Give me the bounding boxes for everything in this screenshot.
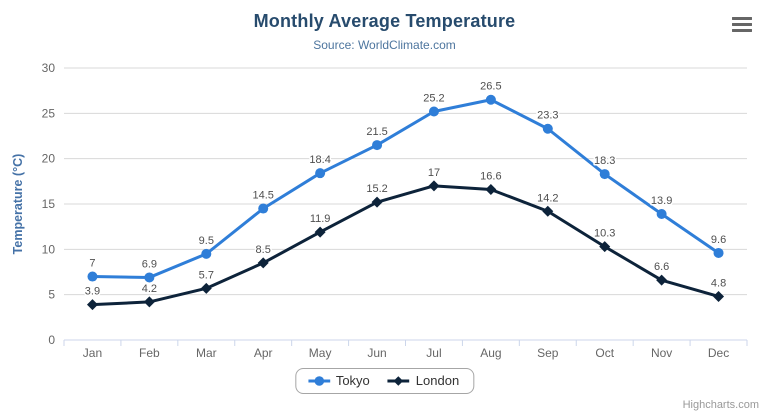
y-axis-tick-label: 25 [42, 106, 56, 120]
marker-diamond-london[interactable] [86, 299, 98, 311]
marker-circle-tokyo[interactable] [372, 140, 383, 151]
series-line-tokyo [90, 98, 721, 279]
x-axis-label: Apr [254, 346, 273, 360]
data-label-tokyo: 25.2 [423, 93, 444, 105]
data-label-london: 3.9 [85, 286, 100, 298]
y-axis-tick-label: 20 [42, 152, 56, 166]
legend-marker-tokyo-icon [307, 375, 330, 386]
series-line-london [90, 184, 721, 307]
data-label-tokyo: 18.4 [309, 154, 330, 166]
legend-label-london: London [415, 373, 460, 388]
data-label-london: 10.3 [594, 228, 615, 240]
data-label-london: 4.8 [711, 277, 726, 289]
data-label-london: 15.2 [366, 183, 387, 195]
marker-diamond-london[interactable] [542, 205, 554, 217]
x-axis-label: Aug [480, 346, 501, 360]
data-label-london: 6.6 [654, 261, 669, 273]
marker-circle-tokyo[interactable] [599, 169, 610, 180]
marker-diamond-london[interactable] [713, 290, 725, 302]
x-axis-label: Feb [139, 346, 160, 360]
y-axis-tick-label: 0 [48, 333, 55, 347]
marker-diamond-london[interactable] [485, 183, 497, 195]
marker-circle-tokyo[interactable] [485, 94, 496, 105]
x-axis-label: May [309, 346, 332, 360]
y-axis-title: Temperature (°C) [11, 154, 25, 255]
data-label-london: 5.7 [199, 269, 214, 281]
marker-circle-tokyo[interactable] [428, 106, 439, 117]
marker-diamond-london[interactable] [428, 180, 440, 192]
marker-diamond-london[interactable] [143, 296, 155, 308]
legend-label-tokyo: Tokyo [335, 373, 370, 388]
marker-diamond-london[interactable] [314, 226, 326, 238]
data-label-tokyo: 18.3 [594, 155, 615, 167]
data-label-london: 4.2 [142, 283, 157, 295]
data-label-tokyo: 9.5 [199, 235, 214, 247]
marker-circle-tokyo[interactable] [144, 272, 155, 283]
marker-circle-tokyo[interactable] [315, 168, 326, 179]
chart-title: Monthly Average Temperature [253, 11, 516, 31]
marker-circle-tokyo[interactable] [87, 271, 98, 282]
x-axis-label: Jun [367, 346, 386, 360]
x-axis-label: Nov [651, 346, 672, 360]
data-label-london: 16.6 [480, 170, 501, 182]
data-label-tokyo: 26.5 [480, 81, 501, 93]
hamburger-icon [731, 17, 753, 32]
marker-circle-tokyo[interactable] [713, 247, 724, 258]
data-label-london: 17 [428, 167, 440, 179]
y-axis-tick-label: 10 [42, 242, 56, 256]
data-label-london: 8.5 [256, 244, 271, 256]
legend-item-london[interactable]: London [387, 373, 460, 388]
marker-circle-tokyo[interactable] [542, 123, 553, 134]
data-label-tokyo: 13.9 [651, 195, 672, 207]
legend: Tokyo London [294, 368, 475, 394]
x-axis-label: Dec [708, 346, 729, 360]
marker-diamond-london[interactable] [656, 274, 668, 286]
marker-circle-tokyo[interactable] [258, 203, 269, 214]
data-label-tokyo: 9.6 [711, 234, 726, 246]
x-axis-label: Jan [83, 346, 102, 360]
x-axis-label: Oct [595, 346, 614, 360]
data-label-tokyo: 6.9 [142, 258, 157, 270]
data-label-tokyo: 23.3 [537, 110, 558, 122]
data-label-london: 11.9 [310, 213, 331, 225]
legend-marker-london-icon [387, 375, 410, 386]
marker-circle-tokyo[interactable] [656, 208, 667, 219]
y-axis-tick-label: 5 [48, 288, 55, 302]
chart-subtitle: Source: WorldClimate.com [313, 38, 456, 52]
marker-diamond-london[interactable] [257, 257, 269, 269]
data-label-tokyo: 21.5 [366, 126, 387, 138]
x-axis-label: Mar [196, 346, 217, 360]
marker-diamond-london[interactable] [371, 196, 383, 208]
x-axis-label: Jul [426, 346, 441, 360]
marker-diamond-london[interactable] [200, 282, 212, 294]
x-axis-label: Sep [537, 346, 559, 360]
marker-circle-tokyo[interactable] [201, 248, 212, 259]
legend-item-tokyo[interactable]: Tokyo [307, 373, 370, 388]
marker-diamond-london[interactable] [599, 241, 611, 253]
y-axis-tick-label: 30 [42, 61, 56, 75]
y-axis-tick-label: 15 [42, 197, 56, 211]
chart-context-menu-button[interactable] [729, 12, 755, 34]
data-label-tokyo: 7 [89, 258, 95, 270]
data-label-tokyo: 14.5 [252, 190, 273, 202]
credits-link[interactable]: Highcharts.com [682, 399, 759, 411]
data-label-london: 14.2 [537, 192, 558, 204]
